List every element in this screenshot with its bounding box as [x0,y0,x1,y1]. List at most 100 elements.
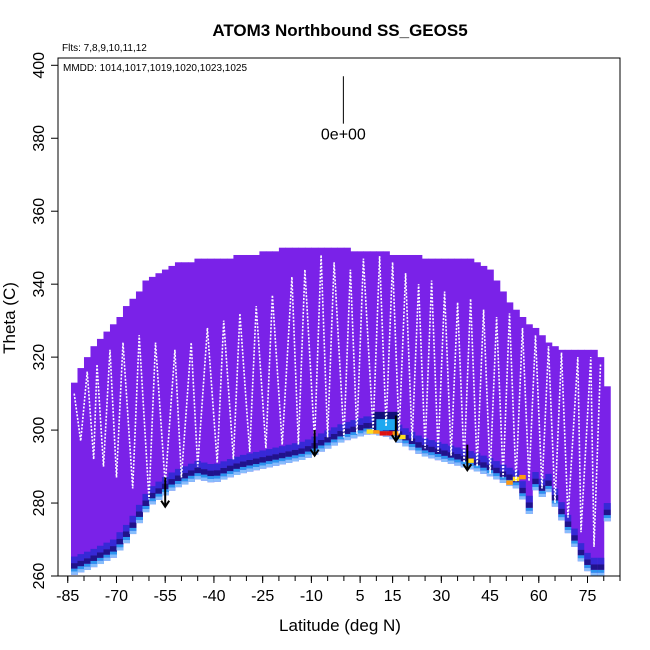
field-band [233,463,241,469]
field-band [122,539,130,544]
field-band [519,493,527,497]
field-column [187,262,195,482]
field-column [571,349,579,547]
field-band [174,468,182,476]
field-band [135,504,143,512]
field-band [285,451,293,457]
field-band [402,434,410,441]
field-band [77,554,85,561]
field-band [564,526,572,530]
field-band [454,447,462,454]
field-band [103,554,111,558]
field-band [122,531,130,537]
field-band [356,433,364,437]
field-column [545,342,553,493]
field-band [304,454,312,458]
field-column [558,349,566,521]
hot-spot [379,431,387,436]
field-band [77,569,85,573]
field-band [174,475,182,481]
field-band [155,493,163,497]
field-band [259,465,267,469]
chart-title: ATOM3 Northbound SS_GEOS5 [212,21,467,40]
field-band [317,433,325,440]
field-band [564,514,572,522]
field-band [486,473,494,477]
field-band [434,453,442,457]
field-band [226,473,234,478]
arrow-head [462,463,473,473]
field-band [454,462,462,466]
field-band [226,459,234,466]
field-column [213,258,221,482]
arrow [391,415,401,443]
field-band [330,439,338,443]
field-band [519,496,527,500]
field-band [447,457,455,461]
field-band [525,502,533,508]
field-band [278,446,286,453]
field-column [291,247,299,462]
field-band [96,557,104,561]
field-column [317,247,325,452]
field-band [220,467,228,474]
field-band [330,442,338,446]
field-band [252,451,260,459]
field-band [116,538,124,545]
field-band [532,478,540,485]
field-column [473,262,481,472]
field-band [155,481,163,489]
field-band [233,456,241,464]
field-band [77,566,85,570]
field-column [298,247,306,460]
field-column [499,291,507,483]
field-band [603,503,611,510]
field-band [278,452,286,459]
field-column [486,269,494,477]
field-band [545,485,553,489]
field-column [551,346,559,507]
field-band [337,424,345,431]
x-tick-label: -70 [105,588,128,605]
flights-annotation: Flts: 7,8,9,10,11,12 [62,43,147,54]
field-column [363,251,371,435]
field-band [558,514,566,518]
field-column [376,251,384,436]
field-column [480,265,488,474]
field-column [577,349,585,562]
field-band [298,441,306,449]
field-band [259,462,267,466]
field-band [103,557,111,561]
field-band [415,447,423,451]
field-band [194,473,202,477]
x-tick-label: 5 [356,588,365,605]
field-band [415,450,423,454]
field-column [356,251,364,437]
field-band [480,470,488,474]
field-band [259,450,267,458]
field-column [174,262,182,488]
field-band [545,480,553,486]
field-band [265,449,273,456]
hot-spot [519,474,526,480]
field-band [408,446,416,451]
field-column [564,349,572,534]
field-band [70,568,78,572]
field-column [584,349,592,572]
field-column [109,324,117,558]
field-column [382,251,390,437]
field-band [506,467,514,475]
field-band [428,452,436,456]
field-band [155,488,163,494]
field-band [330,433,338,440]
field-band [239,469,247,474]
field-band [168,484,176,488]
field-column [434,258,442,461]
field-band [220,476,228,480]
field-band [83,566,91,570]
field-band [577,543,585,550]
field-band [187,470,195,476]
field-band [324,445,332,449]
field-band [226,465,234,472]
field-column [460,258,468,468]
